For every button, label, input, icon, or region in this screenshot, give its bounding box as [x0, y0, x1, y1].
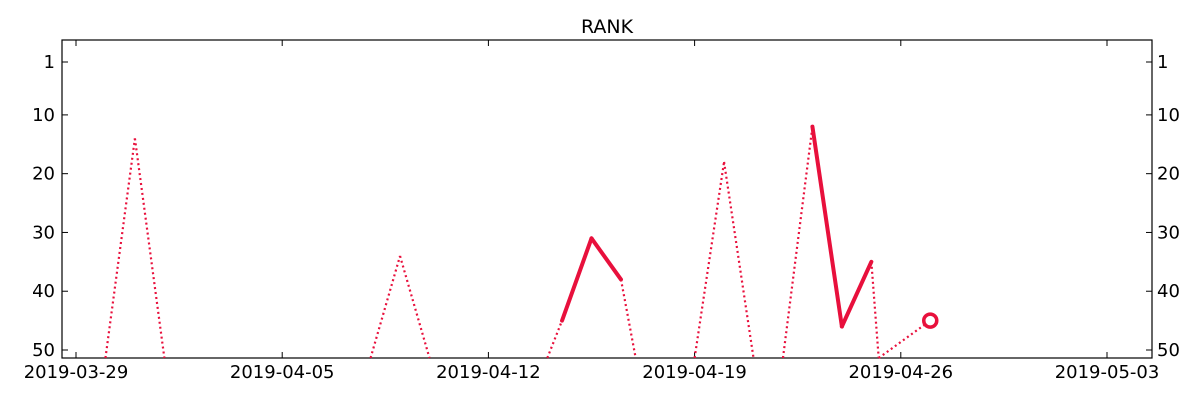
rank-dropoff-segment [781, 126, 814, 359]
chart-title: RANK [581, 16, 634, 38]
rank-dropoff-segment [133, 138, 166, 359]
x-tick-label: 2019-04-05 [230, 362, 335, 383]
rank-dropoff-segment [693, 161, 726, 359]
rank-point-marker [922, 312, 939, 329]
y-tick-label-left: 40 [32, 281, 55, 302]
y-tick-label-left: 1 [44, 52, 55, 73]
y-tick-label-right: 40 [1157, 281, 1180, 302]
rank-dropoff-segment [546, 320, 564, 359]
rank-dropoff-segment [878, 319, 931, 359]
rank-dropoff-segment [398, 255, 431, 359]
y-tick-label-left: 50 [32, 340, 55, 361]
y-tick-label-right: 20 [1157, 164, 1180, 185]
y-tick-label-left: 10 [32, 105, 55, 126]
rank-dropoff-segment [870, 261, 880, 359]
rank-dropoff-segment [369, 255, 402, 359]
rank-dropoff-segment [104, 138, 137, 359]
rank-dropoff-segment [619, 279, 637, 359]
plot-frame [61, 39, 1153, 359]
y-tick-label-right: 10 [1157, 105, 1180, 126]
rank-dropoff-segment [722, 161, 755, 359]
rank-line-segment [839, 259, 874, 329]
x-tick-label: 2019-04-12 [436, 362, 541, 383]
x-tick-label: 2019-05-03 [1055, 362, 1160, 383]
y-tick-label-right: 1 [1157, 52, 1168, 73]
x-tick-label: 2019-03-29 [24, 362, 129, 383]
rank-line-segment [589, 236, 623, 282]
x-tick-label: 2019-04-26 [848, 362, 953, 383]
y-tick-label-right: 50 [1157, 340, 1180, 361]
rank-line-segment [560, 236, 594, 323]
series-rank [104, 124, 939, 359]
y-tick-label-left: 30 [32, 222, 55, 243]
rank-line-segment [810, 124, 844, 329]
x-tick-label: 2019-04-19 [642, 362, 747, 383]
y-tick-label-right: 30 [1157, 222, 1180, 243]
y-tick-label-left: 20 [32, 164, 55, 185]
